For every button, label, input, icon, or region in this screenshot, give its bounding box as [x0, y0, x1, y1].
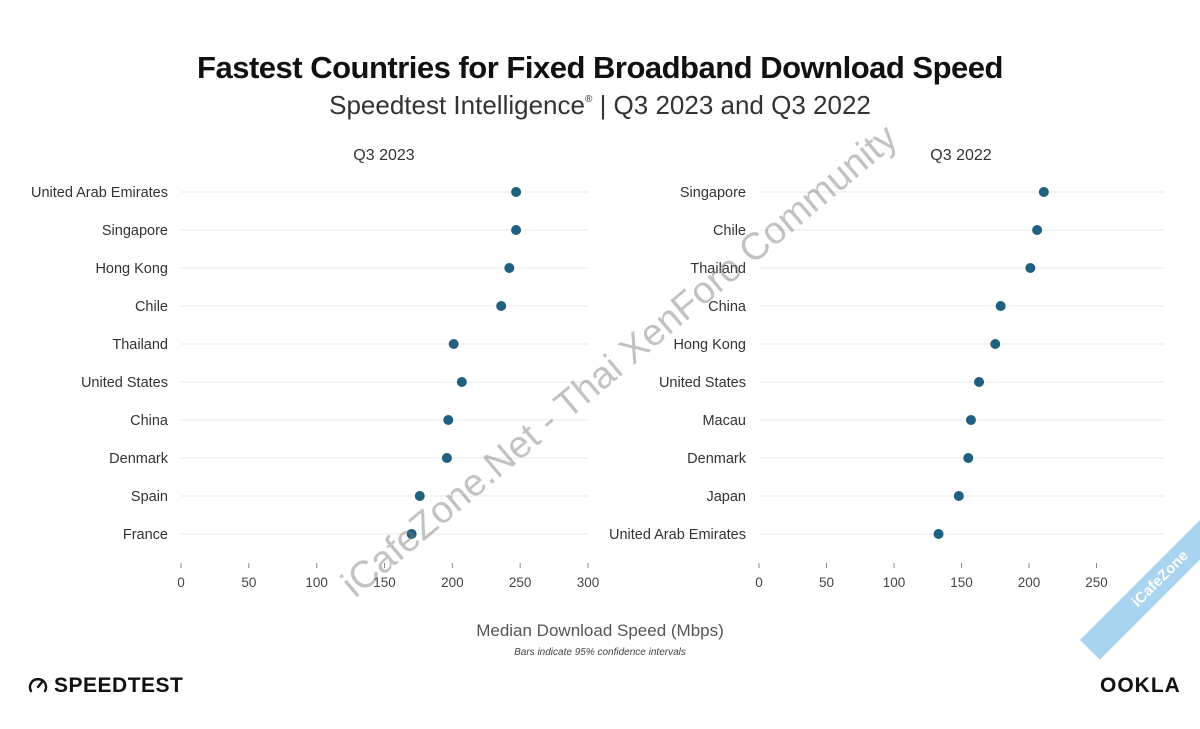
- x-tick-label: 150: [950, 575, 973, 590]
- chart-subtitle: Speedtest Intelligence® | Q3 2023 and Q3…: [0, 90, 1200, 121]
- category-label: Macau: [702, 413, 746, 429]
- data-point: [443, 415, 454, 425]
- data-point: [456, 377, 467, 387]
- data-point: [406, 529, 417, 539]
- category-label: United States: [659, 375, 746, 391]
- category-label: France: [123, 527, 168, 543]
- data-point: [496, 301, 507, 311]
- category-label: Hong Kong: [95, 261, 168, 277]
- data-point: [504, 263, 515, 273]
- data-point: [448, 339, 459, 349]
- subtitle-main: Speedtest Intelligence: [329, 90, 585, 120]
- x-tick-label: 50: [241, 575, 256, 590]
- x-tick-label: 100: [305, 575, 328, 590]
- category-label: Denmark: [109, 451, 169, 467]
- category-label: United Arab Emirates: [609, 527, 746, 543]
- x-tick-label: 200: [1018, 575, 1041, 590]
- registered-mark: ®: [584, 94, 593, 105]
- category-label: United Arab Emirates: [31, 185, 168, 201]
- x-tick-label: 250: [1085, 575, 1108, 590]
- category-label: Singapore: [680, 185, 746, 201]
- category-label: China: [130, 413, 169, 429]
- data-point: [965, 415, 976, 425]
- data-point: [990, 339, 1001, 349]
- x-tick-label: 150: [373, 575, 396, 590]
- category-label: United States: [81, 375, 168, 391]
- x-tick-label: 0: [177, 575, 185, 590]
- data-point: [974, 377, 985, 387]
- ookla-logo: OOKLA: [1100, 674, 1181, 697]
- category-label: Chile: [135, 299, 168, 315]
- category-label: Denmark: [687, 451, 747, 467]
- data-point: [995, 301, 1006, 311]
- data-point: [1038, 187, 1049, 197]
- category-label: Thailand: [690, 261, 746, 277]
- x-tick-label: 100: [883, 575, 906, 590]
- data-point: [414, 491, 425, 501]
- panel-title-q3-2023: Q3 2023: [353, 147, 414, 164]
- x-tick-label: 250: [509, 575, 532, 590]
- data-point: [953, 491, 964, 501]
- x-axis-label: Median Download Speed (Mbps): [476, 621, 724, 640]
- data-point: [1032, 225, 1043, 235]
- category-label: China: [708, 299, 747, 315]
- speedtest-wordmark: SPEEDTEST: [54, 674, 184, 697]
- x-tick-label: 50: [819, 575, 834, 590]
- x-tick-label: 200: [441, 575, 464, 590]
- category-label: Hong Kong: [673, 337, 746, 353]
- subtitle-rest: | Q3 2023 and Q3 2022: [592, 90, 871, 120]
- category-label: Singapore: [102, 223, 168, 239]
- data-point: [963, 453, 974, 463]
- data-point: [441, 453, 452, 463]
- speedtest-logo: SPEEDTEST: [28, 674, 183, 698]
- speedometer-icon: [28, 678, 48, 693]
- chart-title: Fastest Countries for Fixed Broadband Do…: [197, 50, 1003, 85]
- confidence-note: Bars indicate 95% confidence intervals: [514, 647, 686, 658]
- category-label: Japan: [706, 489, 746, 505]
- data-point: [511, 187, 522, 197]
- data-point: [511, 225, 522, 235]
- category-label: Spain: [131, 489, 168, 505]
- category-label: Chile: [713, 223, 746, 239]
- x-tick-label: 300: [577, 575, 600, 590]
- data-point: [933, 529, 944, 539]
- category-label: Thailand: [112, 337, 168, 353]
- panel-title-q3-2022: Q3 2022: [930, 147, 991, 164]
- data-point: [1025, 263, 1036, 273]
- x-tick-label: 0: [755, 575, 763, 590]
